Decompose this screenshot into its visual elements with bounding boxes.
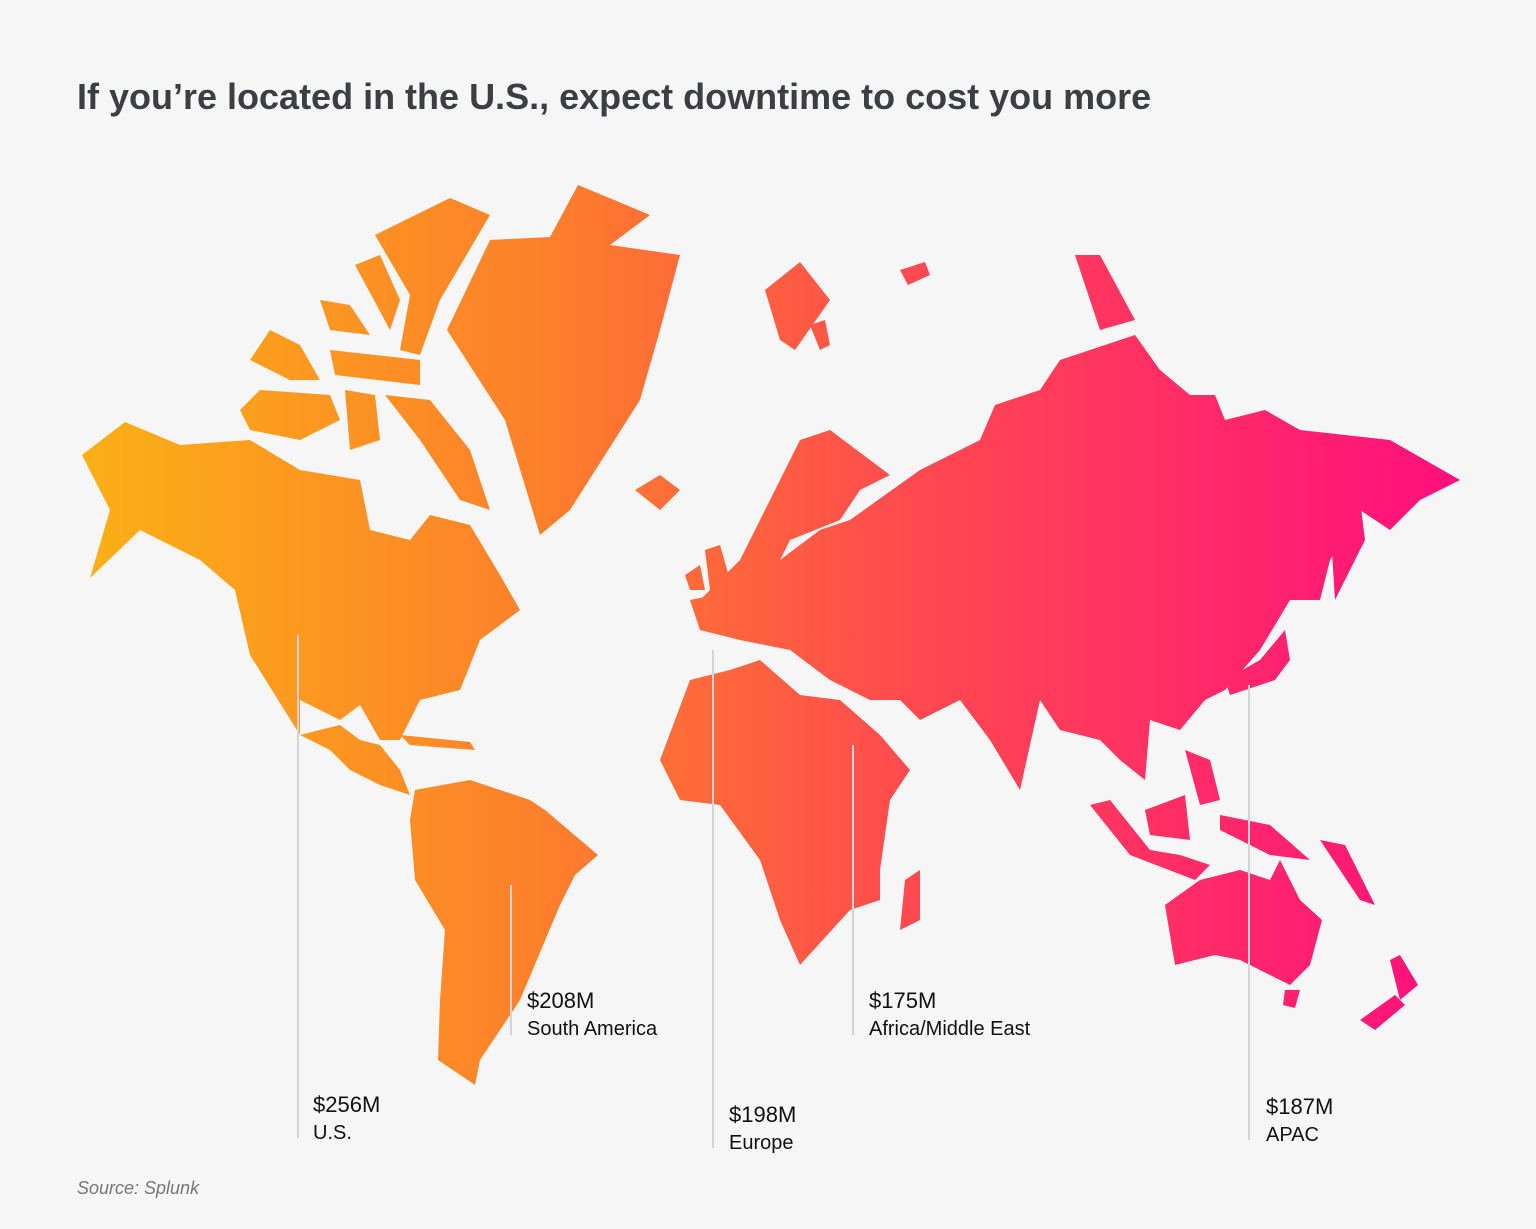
region-amount: $208M: [527, 988, 594, 1013]
region-amount: $175M: [869, 988, 936, 1013]
region-name: Europe: [729, 1132, 794, 1154]
region-amount: $187M: [1266, 1094, 1333, 1119]
source: Source: Splunk: [77, 1178, 200, 1198]
region-name: U.S.: [313, 1122, 352, 1144]
world-map: [82, 185, 1460, 1085]
region-name: South America: [527, 1018, 658, 1040]
region-amount: $256M: [313, 1092, 380, 1117]
region-amount: $198M: [729, 1102, 796, 1127]
region-name: Africa/Middle East: [869, 1018, 1031, 1040]
title: If you’re located in the U.S., expect do…: [77, 76, 1151, 117]
region-name: APAC: [1266, 1124, 1319, 1146]
